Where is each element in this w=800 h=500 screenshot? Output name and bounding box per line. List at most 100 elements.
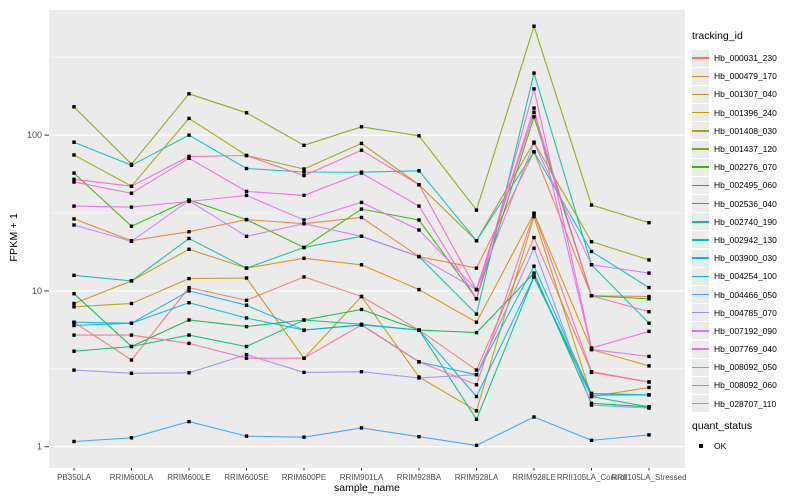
data-point-marker <box>647 406 651 410</box>
data-point-marker <box>244 193 249 198</box>
data-point-marker <box>647 433 651 437</box>
data-point-marker <box>72 368 76 372</box>
data-point-marker <box>129 436 134 440</box>
legend-label: Hb_001396_240 <box>714 107 777 118</box>
data-point-marker <box>187 92 191 96</box>
data-point-marker <box>187 236 191 241</box>
data-point-marker <box>302 356 306 360</box>
data-point-marker <box>647 294 651 299</box>
legend-key-line-icon <box>692 176 709 194</box>
data-point-marker <box>417 228 421 232</box>
y-tick-label: 1 <box>37 442 42 452</box>
data-point-marker <box>72 333 76 337</box>
data-point-marker <box>302 222 306 226</box>
data-point-marker <box>244 434 249 438</box>
data-point-marker <box>532 214 536 219</box>
data-point-marker <box>359 148 364 152</box>
legend-label: Hb_002276_070 <box>714 162 777 173</box>
data-point-marker <box>187 341 191 346</box>
data-point-marker <box>589 263 594 267</box>
data-point-marker <box>417 169 421 173</box>
data-point-marker <box>532 271 536 275</box>
legend-key-line-icon <box>692 49 709 67</box>
legend-row-Hb_002740_190: Hb_002740_190 <box>692 213 798 231</box>
data-point-marker <box>187 156 191 160</box>
legend-row-Hb_004254_100: Hb_004254_100 <box>692 267 798 285</box>
data-point-marker <box>244 316 249 320</box>
data-point-marker <box>417 204 421 208</box>
data-point-marker <box>72 349 76 353</box>
data-point-marker <box>359 307 364 312</box>
data-point-marker <box>72 204 76 208</box>
legend-key-line-icon <box>692 286 709 304</box>
series-markers-Hb_001437_120 <box>72 24 651 225</box>
y-tick-label: 100 <box>27 130 42 140</box>
data-point-marker <box>244 352 249 357</box>
data-point-marker <box>359 294 364 299</box>
data-point-marker <box>532 235 536 240</box>
data-point-marker <box>72 439 76 444</box>
x-tick-label: RRIM928BA <box>397 473 442 482</box>
legend-label: Hb_001307_040 <box>714 89 777 100</box>
data-point-marker <box>417 254 421 259</box>
data-point-marker <box>474 409 479 413</box>
data-point-marker <box>302 318 306 322</box>
data-point-marker <box>302 218 306 222</box>
data-point-marker <box>302 193 306 198</box>
legend-label: Hb_000479_170 <box>714 71 777 82</box>
data-point-marker <box>244 324 249 329</box>
data-point-marker <box>647 297 651 301</box>
data-point-marker <box>647 321 651 325</box>
data-point-marker <box>589 203 594 207</box>
legend-label: Hb_002536_040 <box>714 198 777 209</box>
data-point-marker <box>187 154 191 159</box>
legend-key-line-icon <box>692 395 709 413</box>
data-point-marker <box>532 110 536 114</box>
data-point-marker <box>474 312 479 316</box>
data-point-marker <box>589 346 594 350</box>
data-point-marker <box>647 385 651 390</box>
data-point-marker <box>72 177 76 181</box>
data-point-marker <box>187 371 191 375</box>
legend-key-line-icon <box>692 322 709 340</box>
series-markers-Hb_004785_070 <box>72 246 651 410</box>
legend-key-line-icon <box>692 304 709 322</box>
series-markers-Hb_008092_050 <box>72 87 651 350</box>
data-point-marker <box>532 141 536 145</box>
data-point-marker <box>532 106 536 110</box>
data-point-marker <box>474 394 479 399</box>
data-point-marker <box>244 266 249 270</box>
legend-row-Hb_001307_040: Hb_001307_040 <box>692 85 798 103</box>
data-point-marker <box>532 275 536 279</box>
data-point-marker <box>187 116 191 121</box>
x-tick-label: RRII105LA_Stressed <box>611 473 686 482</box>
data-point-marker <box>244 153 249 158</box>
data-point-marker <box>532 87 536 91</box>
data-point-marker <box>302 275 306 279</box>
data-point-marker <box>359 141 364 146</box>
data-point-marker <box>589 249 594 254</box>
data-point-marker <box>359 207 364 211</box>
x-tick-label: RRIM600LA <box>110 473 154 482</box>
x-tick-label: RRIM901LA <box>340 473 384 482</box>
legend-label: Hb_002495_060 <box>714 180 777 191</box>
data-point-marker <box>187 199 191 204</box>
data-point-marker <box>532 264 536 268</box>
data-point-marker <box>417 360 421 364</box>
data-point-marker <box>647 271 651 275</box>
data-point-marker <box>417 183 421 187</box>
data-point-marker <box>72 171 76 175</box>
legend-label: Hb_028707_110 <box>714 398 777 409</box>
legend-tracking-rows: Hb_000031_230 Hb_000479_170 Hb_001307_040 H… <box>692 49 798 413</box>
data-point-marker <box>647 258 651 262</box>
legend-label: Hb_000031_230 <box>714 53 777 64</box>
legend-row-Hb_008092_060: Hb_008092_060 <box>692 376 798 394</box>
legend-key-line-icon <box>692 67 709 85</box>
legend-row-Hb_004785_070: Hb_004785_070 <box>692 304 798 322</box>
data-point-marker <box>474 417 479 421</box>
legend-label: Hb_008092_060 <box>714 380 777 391</box>
legend-row-Hb_004466_050: Hb_004466_050 <box>692 285 798 304</box>
ok-square-marker-icon <box>692 437 709 454</box>
data-point-marker <box>474 208 479 212</box>
x-tick-label: RRIM928LE <box>512 473 556 482</box>
